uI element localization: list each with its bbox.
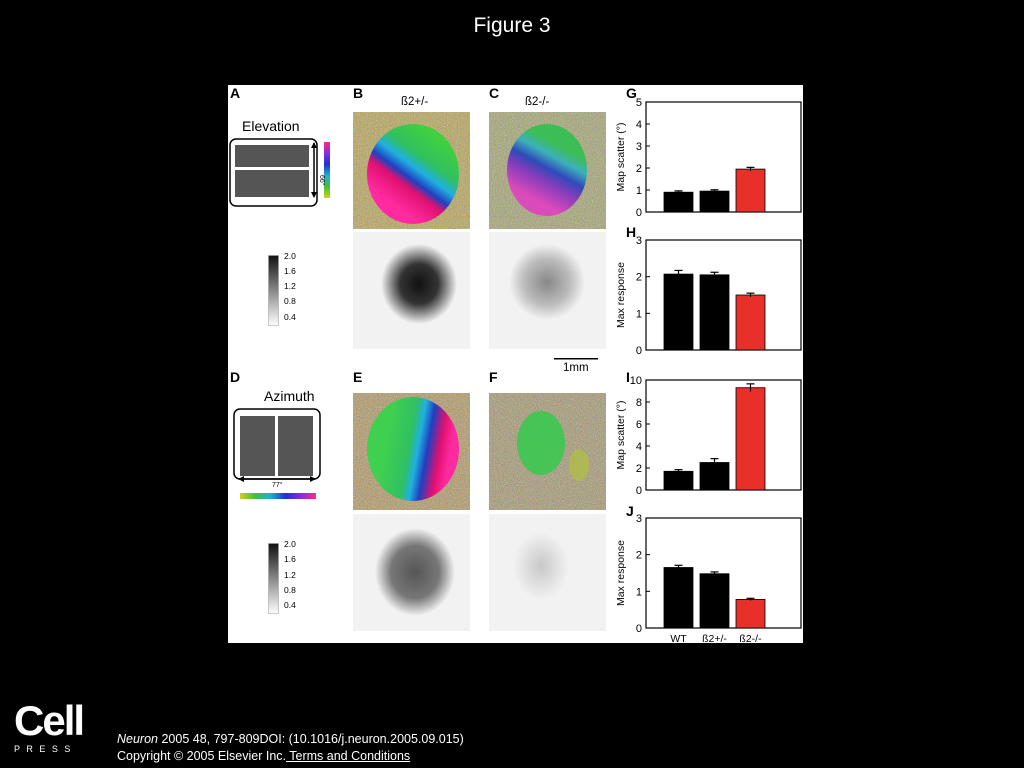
panel-label-h: H [626,224,637,240]
azimuth-schematic: 77° [233,408,321,499]
y-tick-label: 6 [636,419,642,431]
copyright-text: Copyright © 2005 Elsevier Inc. [117,749,287,763]
colorbar-top [268,255,279,326]
colorbar-top-tick: 1.6 [284,266,296,276]
column-label-beta2-het: ß2+/- [401,96,429,108]
bar [735,387,766,491]
colorbar-bottom-tick: 0.4 [284,600,296,610]
logo-subtext: P R E S S [14,744,73,754]
bar [735,168,766,213]
y-tick-label: 10 [630,375,642,387]
bar [663,191,694,213]
y-axis-label: Map scatter (°) [615,123,627,192]
journal-name: Neuron [117,732,158,746]
y-tick-label: 1 [636,308,642,320]
response-map-elevation-beta2-ko [489,232,606,349]
elevation-schematic: 66° [229,138,330,207]
panel-label-a: A [230,85,241,101]
y-tick-label: 1 [636,185,642,197]
figure-panel: A B C G H D E F I J ß2+/- ß2-/- Elevatio… [228,85,803,645]
elevation-title: Elevation [242,118,300,134]
bar [699,573,730,629]
y-tick-label: 2 [636,463,642,475]
y-tick-label: 8 [636,397,642,409]
y-tick-label: 3 [636,513,642,525]
azimuth-angle: 77° [272,481,283,489]
y-axis-label: Max response [615,540,627,606]
scale-bar [554,358,598,360]
slide-title: Figure 3 [473,14,551,37]
colorbar-top-tick: 0.4 [284,312,296,322]
colorbar-bottom-tick: 1.6 [284,554,296,564]
colorbar-top-tick: 1.2 [284,281,296,291]
panel-label-b: B [353,85,364,101]
response-map-azimuth-beta2-het [353,514,470,631]
elevation-map-beta2-het [353,112,470,229]
bar [699,274,730,351]
elevation-map-beta2-ko [489,112,606,229]
bar [699,462,730,491]
citation-text: 2005 48, 797-809DOI: (10.1016/j.neuron.2… [158,732,464,746]
panel-label-j: J [626,503,634,519]
x-tick-label: ß2+/- [702,633,727,645]
y-tick-label: 0 [636,623,642,635]
terms-link[interactable]: Terms and Conditions [286,749,411,763]
y-axis-label: Map scatter (°) [615,401,627,470]
bar [663,273,694,351]
y-tick-label: 0 [636,485,642,497]
response-map-azimuth-beta2-ko [489,514,606,631]
cell-press-logo: Cell P R E S S [14,697,85,755]
y-axis-label: Max response [615,262,627,328]
azimuth-title: Azimuth [264,388,315,404]
colorbar-bottom-tick: 1.2 [284,570,296,580]
panel-label-g: G [626,85,637,101]
panel-label-f: F [489,369,498,385]
panel-label-i: I [626,369,630,385]
colorbar-top-tick: 0.8 [284,296,296,306]
colorbar-bottom-tick: 2.0 [284,539,296,549]
logo-text: Cell [14,697,85,744]
scale-bar-label: 1mm [563,362,589,374]
colorbar-top-tick: 2.0 [284,251,296,261]
azimuth-map-beta2-ko [489,393,606,510]
column-label-beta2-ko: ß2-/- [525,96,550,108]
panel-label-e: E [353,369,363,385]
bar [735,599,766,629]
elevation-angle: 66° [318,175,326,186]
bar [663,470,694,491]
bar [663,567,694,629]
response-map-elevation-beta2-het [353,232,470,349]
x-tick-label: ß2-/- [739,633,762,645]
y-tick-label: 2 [636,163,642,175]
y-tick-label: 3 [636,235,642,247]
y-tick-label: 4 [636,441,642,453]
panel-label-d: D [230,369,241,385]
y-tick-label: 5 [636,97,642,109]
colorbar-bottom-tick: 0.8 [284,585,296,595]
azimuth-map-beta2-het [353,393,470,510]
bar [735,294,766,351]
y-tick-label: 2 [636,550,642,562]
y-tick-label: 0 [636,345,642,357]
bar [699,190,730,213]
y-tick-label: 0 [636,207,642,219]
y-tick-label: 3 [636,141,642,153]
x-tick-label: WT [670,633,687,645]
bar-charts: 0 1 2 3 4 5 Map scatter (°) 0 1 2 3 Max response 0 2 4… [615,97,802,645]
panel-label-c: C [489,85,500,101]
citation: Neuron 2005 48, 797-809DOI: (10.1016/j.n… [117,731,464,765]
y-tick-label: 2 [636,272,642,284]
y-tick-label: 1 [636,586,642,598]
colorbar-bottom [268,543,279,614]
y-tick-label: 4 [636,119,642,131]
